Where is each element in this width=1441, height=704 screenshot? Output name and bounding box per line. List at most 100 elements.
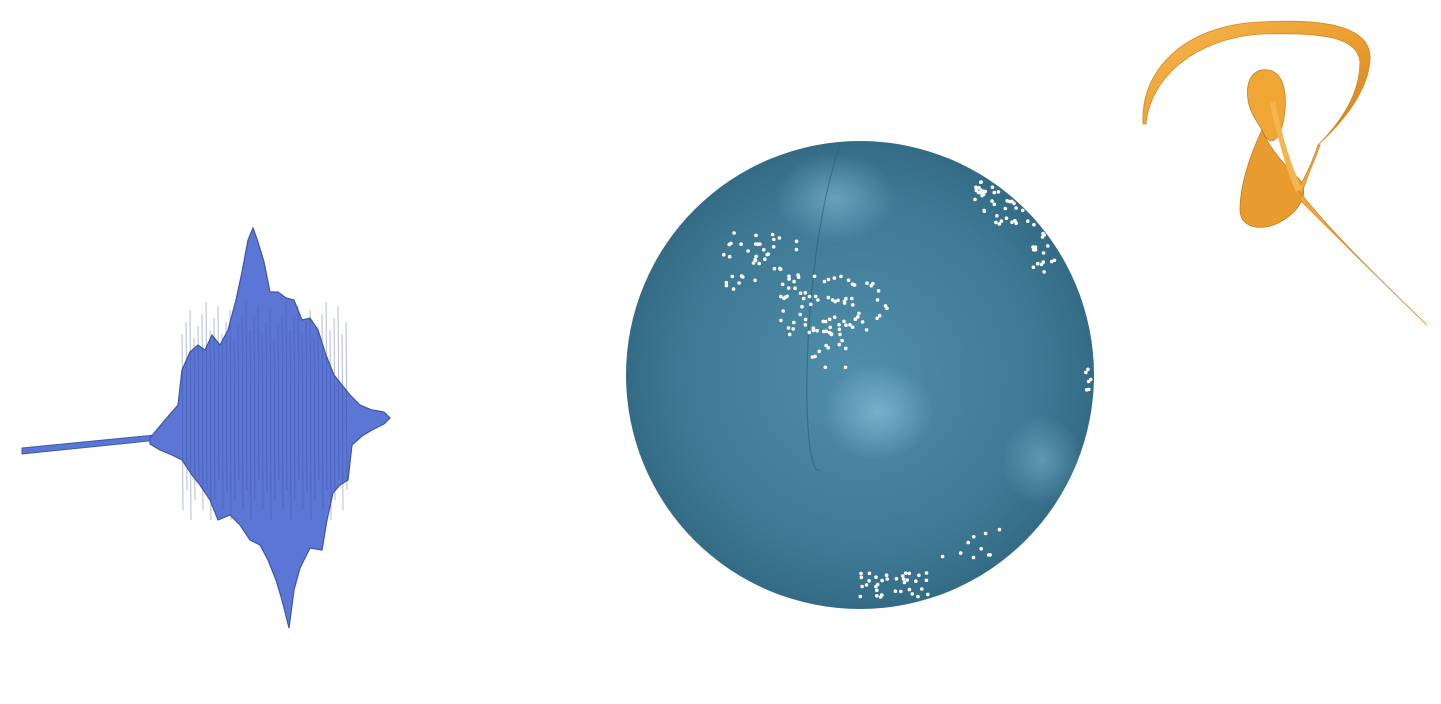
globe-point [1005,199,1009,203]
waveform-stripe [213,317,216,501]
globe-point [1031,248,1036,252]
globe-point [1010,220,1014,224]
globe-point [827,317,832,322]
globe-point [1020,208,1025,213]
globe-point [992,202,997,207]
globe-point [730,274,735,279]
globe-point [833,299,837,304]
waveform-stripe [325,301,328,491]
globe-point [905,578,909,582]
waveform-stripe [229,309,232,521]
globe-point [846,278,851,283]
globe-point [778,266,782,271]
globe-point [826,277,831,282]
globe-point [731,287,736,291]
waveform-stripe [293,317,296,501]
globe-point [910,592,915,596]
globe-point [978,180,983,184]
globe-point [976,190,981,195]
globe-point [737,281,741,285]
waveform-stripe [329,329,332,521]
globe-point [788,332,792,337]
globe-point [876,289,881,293]
globe-point [1004,216,1009,220]
globe-point [828,325,832,330]
globe-point [916,594,920,599]
globe-point [798,291,803,296]
globe-point [842,319,846,324]
globe-point [746,249,750,253]
globe-point [1031,245,1035,249]
globe-point [902,580,907,585]
globe-point [864,328,869,332]
globe-point [875,316,879,321]
globe-point [770,232,775,237]
waveform-stripe [225,321,228,491]
globe-point [990,185,995,189]
globe-point [757,261,761,266]
globe-point [780,282,785,287]
globe-point [823,319,828,324]
globe-point [777,236,782,240]
globe-point [907,571,912,576]
globe-point [772,267,777,271]
globe-point [864,583,869,587]
waveform-stripe [261,333,264,511]
globe-point [1046,244,1050,248]
globe-point [754,254,758,259]
globe-point [807,330,812,335]
globe-point [800,304,804,309]
waveform-stripe [285,301,288,491]
globe-point [844,346,848,351]
waveform-stripe [341,333,344,511]
globe-point [724,283,729,288]
globe-point [763,257,767,262]
waveform-lead-in [21,434,159,455]
globe-point [794,239,799,244]
globe-point [829,332,834,336]
globe-point [974,188,979,193]
globe-point [792,279,796,284]
globe-point [787,274,791,279]
globe-point [859,575,864,580]
globe-point [817,349,821,354]
globe-point [880,593,884,597]
globe-point [1014,206,1018,210]
globe-point [751,261,756,265]
globe-point [803,317,808,322]
waveform-stripe [209,329,212,521]
globe-point [907,587,912,592]
globe-point [899,589,903,594]
globe-point [901,577,906,581]
globe-point [837,327,842,332]
globe-point [971,555,976,560]
globe-point [875,582,880,587]
globe-point [807,294,812,299]
globe-point [980,193,984,198]
globe-point [1040,235,1045,239]
globe-point [840,338,844,343]
globe-point [997,222,1002,226]
globe-point [792,320,796,325]
globe-point [1041,251,1046,255]
globe-point [786,286,791,290]
globe-point [793,286,797,291]
globe-point [753,278,757,283]
globe-point [994,220,998,225]
globe-point [843,365,848,370]
globe-point [884,573,889,577]
globe-point [966,540,970,545]
globe-point [1086,379,1091,384]
globe-point [893,589,898,593]
globe-point [722,252,726,257]
globe-point [883,304,888,308]
globe-point [974,185,978,190]
waveform-stripe [337,305,340,481]
globe-point [727,254,732,259]
globe-point [837,342,842,347]
globe-point [812,274,817,279]
globe-point [753,257,757,262]
globe-point [988,553,992,557]
globe-point [724,280,729,285]
globe-point [875,588,879,593]
